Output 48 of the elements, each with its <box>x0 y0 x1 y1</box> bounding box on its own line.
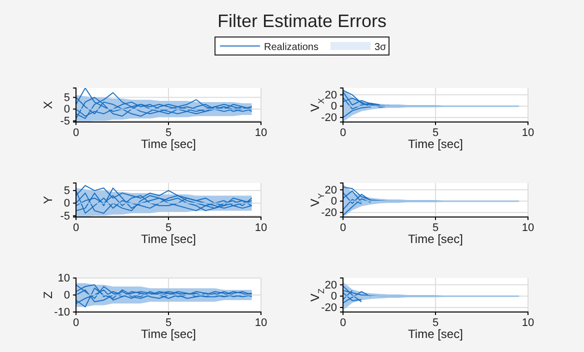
legend-label: Realizations <box>264 42 318 53</box>
x-tick-label: 5 <box>165 316 172 329</box>
x-axis-title: Time [sec] <box>408 327 463 341</box>
y-tick-label: 0 <box>330 290 337 303</box>
y-axis-title: Y <box>41 196 55 204</box>
y-tick-label: 0 <box>64 104 70 116</box>
x-tick-label: 0 <box>72 126 80 139</box>
y-tick-label: 0 <box>330 196 337 208</box>
x-tick-label: 5 <box>432 222 439 234</box>
x-tick-label: 10 <box>522 126 534 139</box>
x-tick-label: 10 <box>254 222 268 234</box>
x-tick-label: 5 <box>432 126 439 139</box>
y-tick-label: -20 <box>321 302 337 314</box>
y-tick-label: 0 <box>64 198 70 210</box>
x-tick-label: 10 <box>522 316 534 329</box>
x-tick-label: 0 <box>340 126 346 139</box>
y-tick-label: -20 <box>321 112 337 124</box>
y-tick-label: -20 <box>321 206 337 219</box>
y-tick-label: 10 <box>58 272 70 285</box>
x-axis-title: Time [sec] <box>141 137 196 151</box>
x-tick-label: 0 <box>340 316 346 329</box>
x-tick-label: 0 <box>340 222 346 234</box>
y-tick-label: 0 <box>64 290 70 302</box>
x-axis-title: Time [sec] <box>141 232 196 246</box>
x-axis-title: Time [sec] <box>408 232 463 246</box>
x-tick-label: 10 <box>254 316 268 329</box>
x-tick-label: 0 <box>72 222 80 234</box>
y-tick-label: -5 <box>60 210 70 222</box>
y-tick-label: -10 <box>54 306 70 319</box>
y-tick-label: -5 <box>60 115 70 128</box>
x-tick-label: 5 <box>165 126 172 139</box>
y-tick-label: 0 <box>330 100 337 113</box>
y-axis-title: X <box>41 100 55 110</box>
x-axis-title: Time [sec] <box>141 327 196 341</box>
y-tick-label: 5 <box>64 185 70 198</box>
x-tick-label: 10 <box>254 126 268 139</box>
y-tick-label: 20 <box>324 89 337 102</box>
x-tick-label: 10 <box>522 222 534 234</box>
y-tick-label: 5 <box>64 92 70 104</box>
x-axis-title: Time [sec] <box>408 137 463 151</box>
x-tick-label: 0 <box>72 316 80 329</box>
y-tick-label: 20 <box>324 184 337 196</box>
x-tick-label: 5 <box>165 222 172 234</box>
legend-label: 3σ <box>374 42 388 53</box>
x-tick-label: 5 <box>432 316 439 329</box>
y-axis-title: Z <box>41 291 55 299</box>
text: Filter Estimate Errors <box>217 11 387 31</box>
y-tick-label: 20 <box>324 279 337 292</box>
